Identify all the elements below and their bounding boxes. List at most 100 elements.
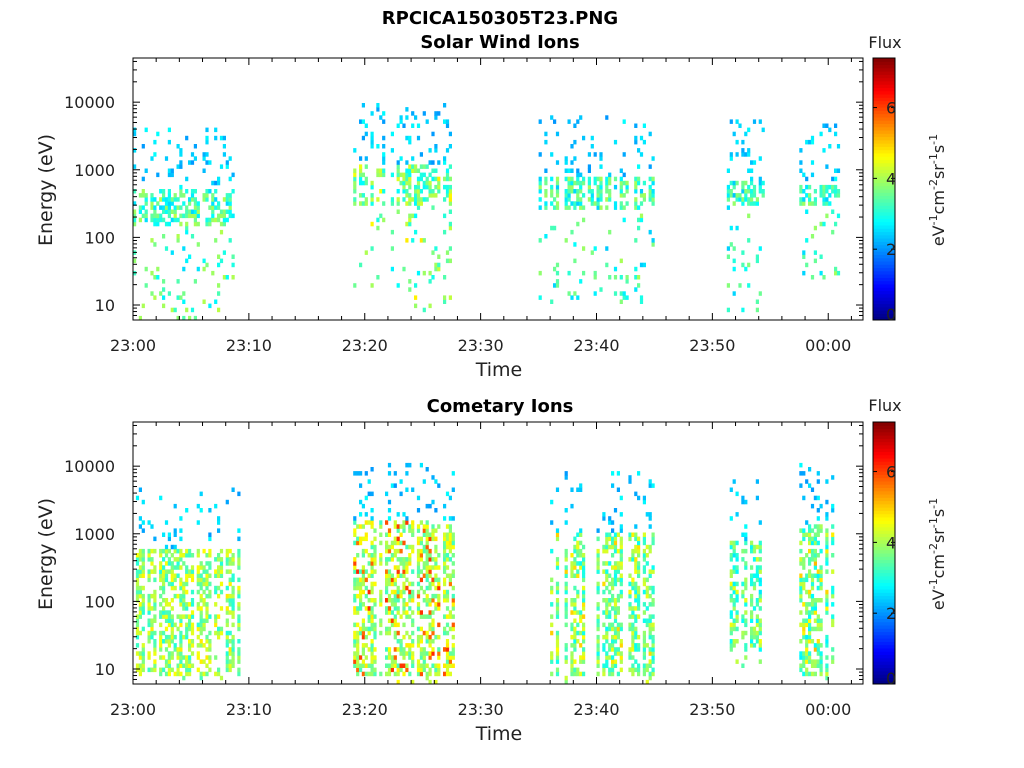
heatmap-cell [448,495,452,501]
heatmap-cell [631,577,635,583]
heatmap-cell [408,598,412,603]
heatmap-cell [651,176,655,182]
heatmap-cell [225,548,229,554]
heatmap-cell [370,671,374,677]
heatmap-cell [147,577,151,583]
heatmap-cell [379,618,383,623]
heatmap-cell [802,581,806,587]
heatmap-cell [219,565,224,570]
heatmap-cell [190,577,195,583]
x-tick-label: 23:40 [573,336,619,355]
heatmap-cell [729,544,733,550]
heatmap-cell [573,544,577,550]
heatmap-cell [819,270,823,276]
heatmap-cell [576,168,580,173]
heatmap-cell [422,528,426,533]
heatmap-cell [353,148,357,153]
colorbar-tick-label: 0 [886,669,896,688]
heatmap-cell [608,655,612,660]
heatmap-cell [370,520,374,525]
heatmap-cell [173,585,177,591]
heatmap-cell [193,156,197,161]
heatmap-cell [428,172,432,178]
heatmap-cell [437,180,441,186]
heatmap-cell [805,589,809,595]
heatmap-cell [637,585,641,591]
heatmap-cell [619,275,623,280]
heatmap-cell [735,610,739,615]
colorbar-step [873,651,895,656]
colorbar-step [873,67,895,72]
heatmap-cell [555,565,560,570]
heatmap-cell [570,201,574,206]
heatmap-cell [802,270,806,276]
heatmap-cell [408,164,412,169]
heatmap-cell [448,659,452,664]
heatmap-cell [185,581,189,587]
colorbar-step [873,218,895,223]
heatmap-cell [642,663,646,668]
heatmap-cell [648,569,652,574]
heatmap-cell [813,540,817,546]
heatmap-cell [816,598,820,603]
heatmap-cell [159,643,163,648]
heatmap-cell [726,205,730,210]
heatmap-cell [616,561,620,566]
heatmap-cell [237,589,241,595]
heatmap-cell [550,299,554,304]
heatmap-cell [361,573,365,578]
heatmap-cell [642,581,646,587]
heatmap-cell [582,270,586,276]
heatmap-cell [651,667,655,673]
heatmap-cell [564,548,568,554]
heatmap-cell [237,577,241,583]
heatmap-cell [225,557,229,562]
heatmap-cell [831,585,835,591]
heatmap-cell [605,115,609,120]
heatmap-cell [225,639,229,644]
heatmap-cell [596,197,600,202]
heatmap-cell [596,639,600,644]
heatmap-cell [576,622,580,628]
heatmap-cell [616,606,620,611]
heatmap-cell [819,528,823,533]
heatmap-cell [816,573,820,578]
heatmap-cell [190,573,195,578]
heatmap-cell [190,626,195,632]
heatmap-cell [550,577,554,583]
heatmap-cell [188,548,192,554]
heatmap-cell [735,193,739,198]
heatmap-cell [651,655,655,660]
heatmap-cell [402,557,406,562]
heatmap-cell [648,675,652,681]
heatmap-cell [443,184,447,190]
heatmap-cell [648,193,652,198]
heatmap-cell [550,184,554,190]
heatmap-cell [445,659,450,664]
heatmap-cell [648,548,652,554]
heatmap-cell [642,618,646,623]
heatmap-cell [217,201,221,206]
heatmap-cell [808,639,812,644]
heatmap-cell [422,238,426,243]
heatmap-cell [758,606,762,611]
heatmap-cell [651,193,655,198]
heatmap-cell [138,209,142,214]
heatmap-cell [379,520,383,525]
heatmap-cell [813,258,817,264]
heatmap-cell [619,622,623,628]
heatmap-cell [359,176,363,182]
heatmap-cell [437,651,441,656]
heatmap-cell [825,528,829,533]
heatmap-cell [431,168,435,173]
heatmap-cell [416,524,421,529]
heatmap-cell [135,593,140,599]
heatmap-cell [808,614,812,619]
heatmap-cell [150,197,154,202]
heatmap-cell [808,634,812,640]
heatmap-cell [451,540,455,546]
heatmap-cell [428,532,432,537]
heatmap-cell [448,540,452,546]
heatmap-cell [570,610,574,615]
heatmap-cell [370,606,374,611]
